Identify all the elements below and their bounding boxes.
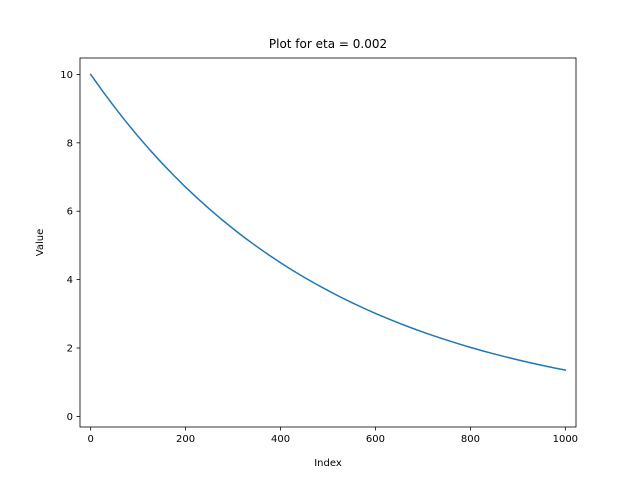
x-tick-label: 0 (87, 434, 93, 445)
x-tick-label: 200 (176, 434, 195, 445)
y-tick-label: 10 (60, 70, 73, 81)
series-lines (89, 73, 567, 372)
y-tick-label: 6 (67, 207, 73, 218)
y-tick-label: 2 (67, 344, 73, 355)
y-tick-label: 4 (67, 275, 73, 286)
x-tick-label: 600 (366, 434, 385, 445)
x-tick-label: 400 (271, 434, 290, 445)
y-tick-label: 8 (67, 138, 73, 149)
chart-title: Plot for eta = 0.002 (269, 37, 387, 51)
x-tick-label: 800 (461, 434, 480, 445)
y-tick-label: 0 (67, 412, 73, 423)
x-tick-label: 1000 (553, 434, 578, 445)
plot-background (80, 58, 576, 427)
x-axis-label: Index (314, 458, 342, 469)
y-axis-label: Value (35, 229, 46, 256)
ticks: 0 200 400 600 800 1000 0 2 4 6 8 10 (60, 70, 578, 445)
plot-frame (79, 57, 577, 428)
series-line-0 (89, 73, 567, 372)
